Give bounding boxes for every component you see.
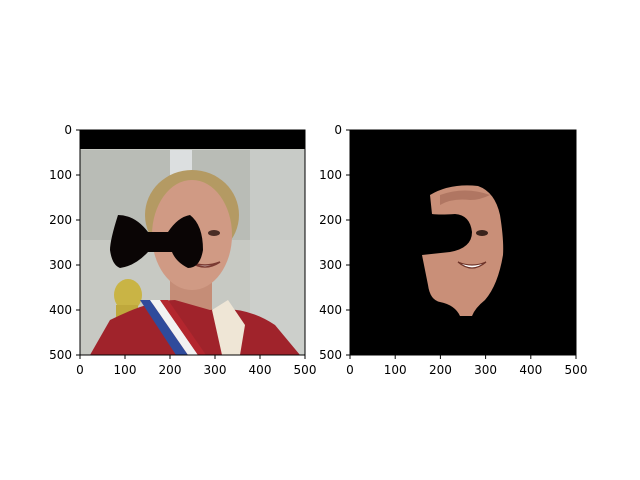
- left-axes-ticks: 0 100 200 300 400 500 0 100 200 300 400 500: [49, 123, 316, 377]
- right-axes-ticks: 0 100 200 300 400 500 0 100 200 300 400 500: [319, 123, 587, 377]
- right-face-segment: [422, 185, 504, 316]
- left-image-panel: 0 100 200 300 400 500 0 100 200 300 400 500: [49, 123, 316, 377]
- left-bowtie-mask: [110, 215, 203, 268]
- right-background: [350, 130, 576, 355]
- y-tick-label: 100: [49, 168, 72, 182]
- x-tick-label: 200: [429, 363, 452, 377]
- left-top-band: [80, 130, 305, 149]
- left-jersey: [90, 300, 300, 355]
- right-eye: [476, 230, 488, 236]
- left-eye: [208, 230, 220, 236]
- left-image: [80, 130, 305, 355]
- x-tick-label: 500: [294, 363, 317, 377]
- left-collar: [212, 300, 245, 355]
- left-yellow-figure: [114, 279, 142, 311]
- y-tick-label: 0: [334, 123, 342, 137]
- y-tick-label: 100: [319, 168, 342, 182]
- x-tick-label: 100: [114, 363, 137, 377]
- x-tick-label: 300: [204, 363, 227, 377]
- right-axes-frame: [349, 129, 577, 356]
- x-tick-label: 100: [384, 363, 407, 377]
- right-image-panel: 0 100 200 300 400 500 0 100 200 300 400 500: [319, 123, 587, 377]
- left-ribbon-blue: [140, 300, 188, 355]
- y-tick-label: 200: [319, 213, 342, 227]
- y-tick-label: 200: [49, 213, 72, 227]
- y-tick-label: 300: [319, 258, 342, 272]
- x-tick-label: 400: [249, 363, 272, 377]
- y-tick-label: 500: [49, 348, 72, 362]
- y-tick-label: 300: [49, 258, 72, 272]
- x-tick-label: 0: [76, 363, 84, 377]
- x-tick-label: 500: [565, 363, 588, 377]
- y-tick-label: 400: [49, 303, 72, 317]
- x-tick-label: 0: [346, 363, 354, 377]
- left-ribbon-red: [160, 300, 206, 355]
- left-axes-frame: [79, 129, 306, 356]
- x-tick-label: 200: [159, 363, 182, 377]
- right-image: [350, 130, 576, 355]
- right-smile: [457, 261, 487, 269]
- y-tick-label: 0: [64, 123, 72, 137]
- left-ribbon-white: [150, 300, 198, 355]
- right-face-shadow: [440, 190, 490, 205]
- x-tick-label: 400: [519, 363, 542, 377]
- x-tick-label: 300: [474, 363, 497, 377]
- left-smile: [189, 261, 221, 268]
- y-tick-label: 500: [319, 348, 342, 362]
- y-tick-label: 400: [319, 303, 342, 317]
